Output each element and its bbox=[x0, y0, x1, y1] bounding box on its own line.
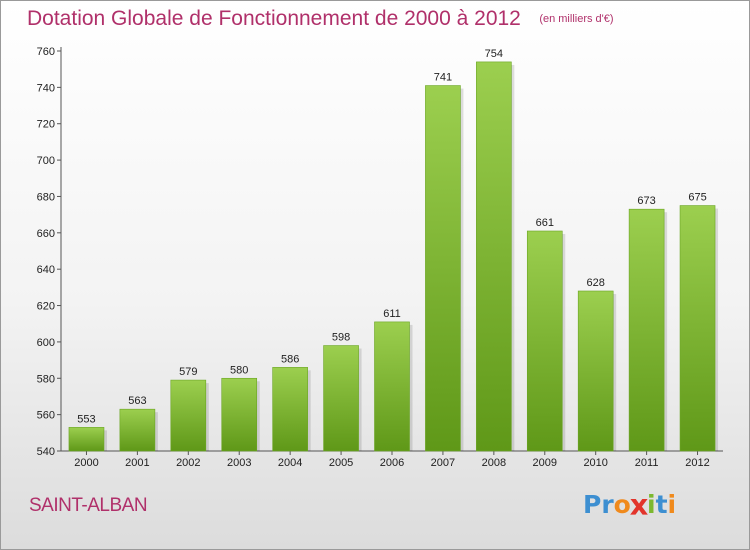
bar-value-label: 661 bbox=[536, 217, 554, 229]
commune-name: SAINT-ALBAN bbox=[29, 495, 148, 516]
bar bbox=[628, 208, 665, 452]
y-tick-label: 700 bbox=[37, 155, 55, 167]
bar bbox=[679, 205, 716, 452]
bar bbox=[425, 85, 461, 452]
x-tick-label: 2012 bbox=[685, 457, 709, 469]
x-tick-label: 2009 bbox=[533, 457, 557, 469]
x-tick-label: 2006 bbox=[380, 457, 404, 469]
bar-value-label: 553 bbox=[77, 413, 95, 425]
x-tick-label: 2003 bbox=[227, 457, 251, 469]
y-tick-label: 680 bbox=[37, 191, 55, 203]
bar-value-label: 673 bbox=[637, 195, 655, 207]
bar-value-label: 754 bbox=[485, 48, 503, 60]
y-tick-label: 720 bbox=[37, 119, 55, 131]
bar-value-label: 628 bbox=[587, 277, 605, 289]
bar bbox=[374, 321, 410, 452]
bar-value-label: 741 bbox=[434, 72, 452, 84]
x-tick-label: 2004 bbox=[278, 457, 302, 469]
logo-letter: i bbox=[667, 490, 677, 519]
bar-value-label: 563 bbox=[128, 395, 146, 407]
y-tick-label: 580 bbox=[37, 373, 55, 385]
bar bbox=[119, 408, 156, 452]
y-tick-label: 660 bbox=[37, 228, 55, 240]
x-tick-label: 2007 bbox=[431, 457, 455, 469]
logo-letter: i bbox=[647, 490, 656, 519]
bar-value-label: 579 bbox=[179, 366, 197, 378]
y-tick-label: 600 bbox=[37, 337, 55, 349]
x-tick-label: 2010 bbox=[583, 457, 607, 469]
logo-letter: P bbox=[583, 490, 602, 519]
bar bbox=[272, 367, 308, 452]
chart-title: Dotation Globale de Fonctionnement de 20… bbox=[27, 7, 521, 30]
bar bbox=[221, 377, 258, 452]
x-tick-label: 2001 bbox=[125, 457, 149, 469]
x-tick-label: 2008 bbox=[482, 457, 506, 469]
bar bbox=[323, 345, 359, 452]
bar-value-label: 611 bbox=[383, 308, 401, 320]
bar bbox=[476, 61, 512, 452]
y-tick-label: 640 bbox=[37, 264, 55, 276]
bar bbox=[170, 379, 207, 452]
y-tick-label: 760 bbox=[37, 46, 55, 58]
logo-letter: x bbox=[629, 487, 649, 522]
bar-value-label: 675 bbox=[688, 192, 706, 204]
bar-value-label: 580 bbox=[230, 364, 248, 376]
y-tick-label: 620 bbox=[37, 301, 55, 313]
logo-letter: t bbox=[655, 490, 668, 519]
x-tick-label: 2011 bbox=[635, 457, 659, 469]
chart-unit-note: (en milliers d'€) bbox=[539, 13, 614, 25]
y-tick-label: 560 bbox=[37, 410, 55, 422]
logo-letter: o bbox=[613, 490, 631, 519]
x-tick-label: 2002 bbox=[176, 457, 200, 469]
bar-value-label: 598 bbox=[332, 332, 350, 344]
bar bbox=[526, 230, 563, 452]
x-tick-label: 2005 bbox=[329, 457, 353, 469]
y-tick-label: 740 bbox=[37, 82, 55, 94]
y-tick-label: 540 bbox=[37, 446, 55, 458]
bar bbox=[68, 427, 105, 452]
bar bbox=[577, 290, 614, 452]
x-tick-label: 2000 bbox=[74, 457, 98, 469]
bar-value-label: 586 bbox=[281, 353, 299, 365]
logo-letter: r bbox=[601, 490, 614, 519]
chart-title-row: Dotation Globale de Fonctionnement de 20… bbox=[27, 7, 614, 31]
proxiti-logo: Proxiti bbox=[583, 487, 677, 522]
